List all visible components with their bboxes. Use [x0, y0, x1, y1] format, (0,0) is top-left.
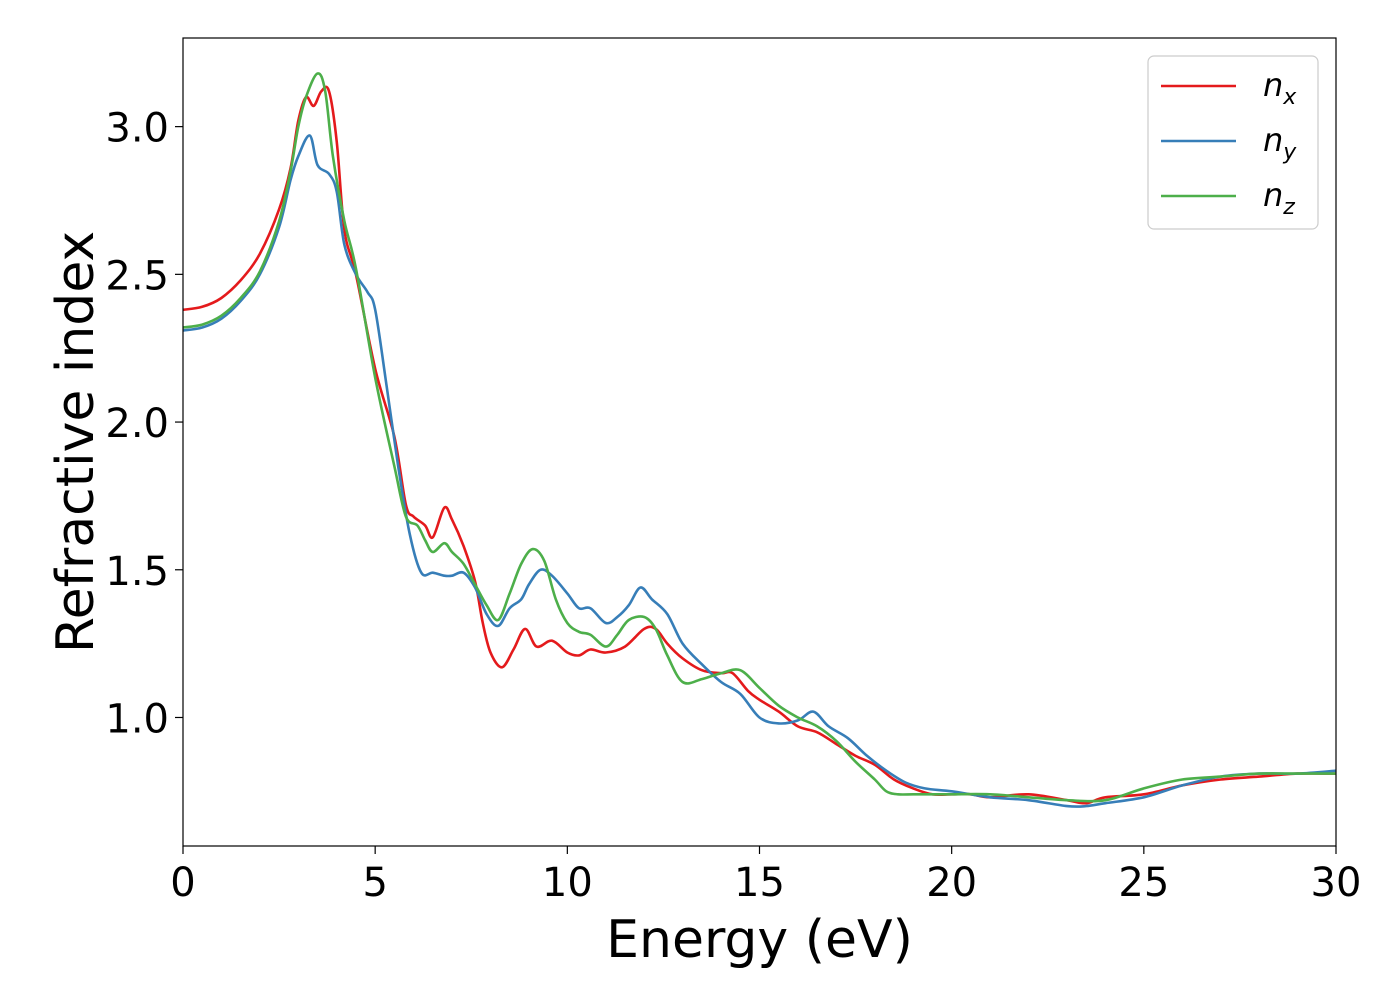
- y-tick-label: 3.0: [105, 106, 169, 152]
- y-axis-ticks: 1.0 1.5 2.0 2.5 3.0: [105, 106, 183, 742]
- x-axis-title: Energy (eV): [606, 910, 913, 970]
- legend-label-main: n: [1263, 176, 1283, 214]
- series-line-nz: [183, 72, 1336, 803]
- legend-label-main: n: [1263, 66, 1283, 104]
- x-tick-label: 10: [542, 860, 593, 906]
- x-tick-label: 20: [926, 860, 977, 906]
- y-tick-label: 1.0: [105, 696, 169, 742]
- legend-label-ny: ny: [1263, 121, 1297, 165]
- y-axis-title: Refractive index: [46, 231, 106, 653]
- y-tick-label: 2.0: [105, 401, 169, 447]
- x-tick-label: 15: [734, 860, 785, 906]
- legend-label-subscript: z: [1282, 195, 1295, 220]
- series-layer: [183, 72, 1336, 808]
- legend-label-subscript: x: [1282, 85, 1297, 110]
- x-axis-ticks: 0 5 10 15 20 25 30: [170, 846, 1361, 906]
- x-tick-label: 0: [170, 860, 195, 906]
- x-tick-label: 30: [1311, 860, 1362, 906]
- legend-box: [1147, 55, 1319, 230]
- y-tick-label: 1.5: [105, 549, 169, 595]
- legend-label-nz: nz: [1263, 176, 1295, 220]
- series-line-ny: [183, 134, 1336, 808]
- x-tick-label: 25: [1118, 860, 1169, 906]
- x-tick-label: 5: [362, 860, 387, 906]
- y-tick-label: 2.5: [105, 253, 169, 299]
- legend-label-subscript: y: [1282, 140, 1297, 165]
- legend-label-nx: nx: [1263, 66, 1297, 110]
- legend-label-main: n: [1263, 121, 1283, 159]
